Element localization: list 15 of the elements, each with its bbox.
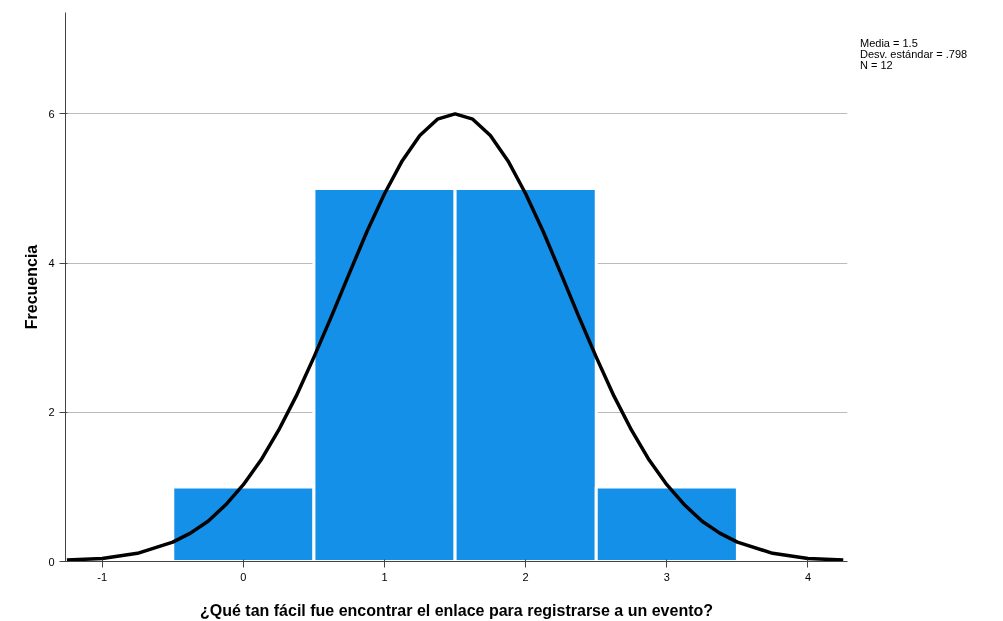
y-axis-title: Frecuencia: [23, 244, 41, 330]
y-tick-label: 0: [48, 555, 55, 568]
y-tick-label: 4: [48, 257, 55, 270]
x-axis-title: ¿Qué tan fácil fue encontrar el enlace para registrarse a un evento?: [199, 601, 714, 619]
x-tick-label: 2: [522, 570, 529, 583]
x-tick-label: -1: [97, 570, 108, 583]
x-tick-label: 4: [804, 570, 812, 583]
text: Media = 1.5: [860, 37, 919, 49]
x-tick-label: 1: [381, 570, 388, 583]
y-tick-label: 6: [48, 107, 55, 120]
y-tick-label: 2: [48, 406, 55, 419]
text: Desv. estándar = .798: [860, 48, 968, 60]
x-tick-label: 3: [663, 570, 670, 583]
text: N = 12: [860, 59, 894, 71]
x-tick-label: 0: [240, 570, 247, 583]
